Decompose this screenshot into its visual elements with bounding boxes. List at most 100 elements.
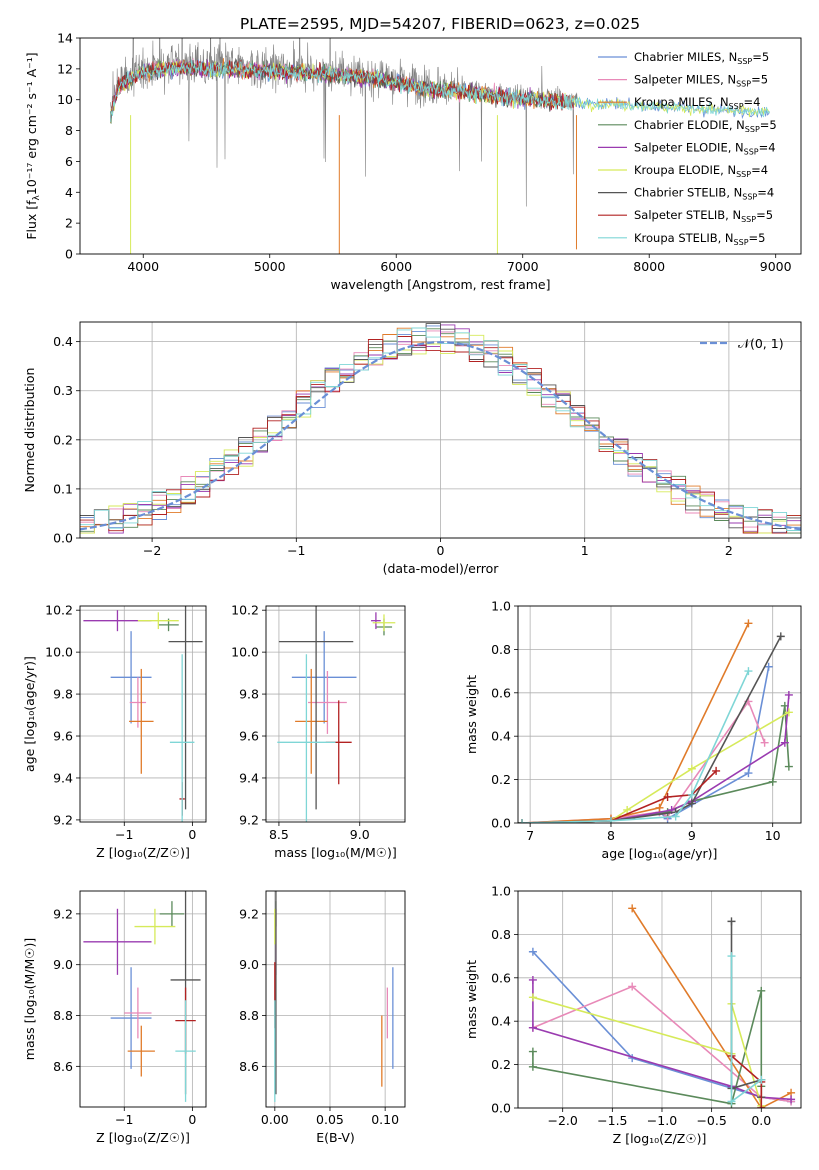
legend-entry: Chabrier ELODIE, NSSP=5 xyxy=(634,118,777,134)
series-marker xyxy=(528,947,537,956)
plot-area xyxy=(110,38,770,254)
x-tick-label: 0.0 xyxy=(751,1113,771,1128)
spectrum-model-line xyxy=(110,59,770,122)
residual-histogram-step xyxy=(80,324,801,534)
x-axis-label: (data-model)/error xyxy=(383,561,500,576)
series-marker xyxy=(528,975,537,984)
plot-area xyxy=(83,606,203,822)
y-tick-label: 0.4 xyxy=(491,729,511,744)
x-tick-label: 6000 xyxy=(380,259,412,274)
y-axis-label: Normed distribution xyxy=(22,368,37,493)
series-marker xyxy=(757,986,766,995)
y-tick-label: 0.6 xyxy=(491,685,511,700)
y-tick-label: 10 xyxy=(57,92,73,107)
y-tick-label: 9.2 xyxy=(239,812,259,827)
errorbar-point xyxy=(127,1025,155,1077)
y-axis-label: age [log₁₀(age/yr)] xyxy=(22,656,37,772)
series-marker xyxy=(528,993,537,1002)
y-tick-label: 9.6 xyxy=(239,729,259,744)
y-tick-label: 0.2 xyxy=(491,1057,511,1072)
mass-vs-metallicity-panel: −1 0 8.6 8.8 9.0 9.2 Z [log₁₀(Z/Z☉)] mass [log₁… xyxy=(22,890,207,1145)
x-tick-label: −1 xyxy=(115,1112,133,1127)
axes-frame xyxy=(517,890,802,1109)
errorbar-point xyxy=(129,668,154,774)
y-tick-label: 0.2 xyxy=(491,772,511,787)
x-axis-label: age [log₁₀(age/yr)] xyxy=(602,846,718,861)
errorbar-point xyxy=(134,908,176,945)
y-tick-label: 9.4 xyxy=(53,770,73,785)
series-marker xyxy=(727,952,736,961)
x-tick-label: −2.0 xyxy=(548,1113,578,1128)
spectrum-panel: 4000 5000 6000 7000 8000 9000 0 2 4 6 8 10 12 14 wavel… xyxy=(24,31,802,292)
legend-entry: Salpeter ELODIE, NSSP=4 xyxy=(634,140,776,156)
x-tick-label: 2 xyxy=(725,543,733,558)
x-tick-label: 0.10 xyxy=(371,1112,399,1127)
series-marker xyxy=(727,917,736,926)
y-tick-label: 9.2 xyxy=(239,906,259,921)
legend-entry: Kroupa ELODIE, NSSP=4 xyxy=(634,163,768,179)
errorbar-point xyxy=(372,614,396,632)
x-tick-label: 4000 xyxy=(127,259,159,274)
series-marker xyxy=(780,738,789,747)
x-tick-label: 9 xyxy=(688,828,696,843)
spectrum-legend: Chabrier MILES, NSSP=5 Salpeter MILES, NS… xyxy=(598,50,777,247)
x-tick-label: 8000 xyxy=(633,259,665,274)
y-tick-label: 0.4 xyxy=(53,334,73,349)
y-tick-label: 0.3 xyxy=(53,383,73,398)
x-axis-label: Z [log₁₀(Z/Z☉)] xyxy=(96,845,190,860)
x-tick-label: 0 xyxy=(437,543,445,558)
series-marker xyxy=(784,708,793,717)
series-marker xyxy=(687,799,696,808)
axes-frame xyxy=(265,605,406,823)
age-vs-mass-panel: 8.5 9.0 9.2 9.4 9.6 9.8 10.0 10.2 mass [log₁₀(M/… xyxy=(231,603,406,860)
residual-histogram-step xyxy=(80,336,801,534)
y-tick-label: 9.8 xyxy=(53,687,73,702)
series-marker xyxy=(784,690,793,699)
y-tick-label: 0.0 xyxy=(53,531,73,546)
grid xyxy=(266,891,405,1107)
x-tick-label: −0.5 xyxy=(696,1113,726,1128)
series-marker xyxy=(628,904,637,913)
y-tick-label: 6 xyxy=(65,154,73,169)
y-tick-label: 9.0 xyxy=(53,957,73,972)
x-axis-label: E(B-V) xyxy=(316,1130,355,1145)
y-tick-label: 10.0 xyxy=(45,645,73,660)
series-marker xyxy=(764,662,773,671)
plot-area xyxy=(277,606,396,822)
errorbar-point xyxy=(159,901,185,927)
series-line xyxy=(521,623,750,823)
x-tick-label: 8.5 xyxy=(269,827,289,842)
series-marker xyxy=(663,792,672,801)
series-marker xyxy=(744,667,753,676)
y-tick-label: 8.6 xyxy=(239,1059,259,1074)
series-marker xyxy=(528,1062,537,1071)
y-tick-label: 0.6 xyxy=(491,970,511,985)
plot-area xyxy=(274,891,394,1102)
y-tick-label: 8.8 xyxy=(239,1008,259,1023)
series-marker xyxy=(628,982,637,991)
x-tick-label: 7 xyxy=(526,828,534,843)
y-tick-label: 0.1 xyxy=(53,481,73,496)
y-tick-label: 0.0 xyxy=(491,816,511,831)
x-tick-label: 9.0 xyxy=(350,827,370,842)
y-tick-label: 12 xyxy=(57,61,73,76)
y-tick-label: 9.6 xyxy=(53,729,73,744)
series-marker xyxy=(768,777,777,786)
x-tick-label: 0 xyxy=(188,827,196,842)
x-tick-label: 8 xyxy=(607,828,615,843)
y-tick-label: 10.2 xyxy=(231,603,259,618)
errorbar-point xyxy=(169,654,195,822)
legend-entry: 𝒩(0, 1) xyxy=(738,336,784,351)
y-tick-label: 10.2 xyxy=(45,603,73,618)
x-tick-label: 7000 xyxy=(507,259,539,274)
plot-area xyxy=(518,619,793,823)
series-marker xyxy=(757,1104,766,1108)
series-marker xyxy=(776,632,785,641)
x-axis-label: mass [log₁₀(M/M☉)] xyxy=(274,845,396,860)
legend-entry: Salpeter MILES, NSSP=5 xyxy=(634,73,768,89)
series-marker xyxy=(528,1047,537,1056)
axes-frame xyxy=(265,890,406,1108)
series-marker xyxy=(760,738,769,747)
grid xyxy=(266,606,405,822)
legend-entry: Chabrier STELIB, NSSP=4 xyxy=(634,186,774,202)
